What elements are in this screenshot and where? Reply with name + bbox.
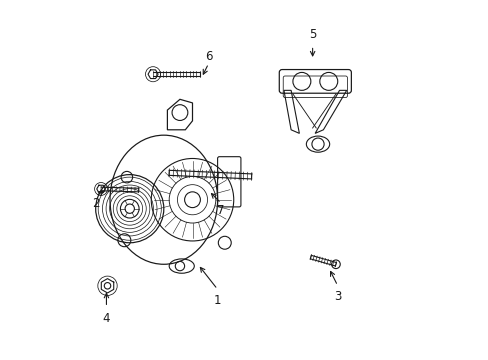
Text: 2: 2 xyxy=(92,197,99,210)
Text: 6: 6 xyxy=(204,50,212,63)
Text: 7: 7 xyxy=(217,204,224,217)
Text: 3: 3 xyxy=(333,290,341,303)
Text: 4: 4 xyxy=(102,311,110,325)
Text: 5: 5 xyxy=(308,28,316,41)
Text: 1: 1 xyxy=(213,294,221,307)
